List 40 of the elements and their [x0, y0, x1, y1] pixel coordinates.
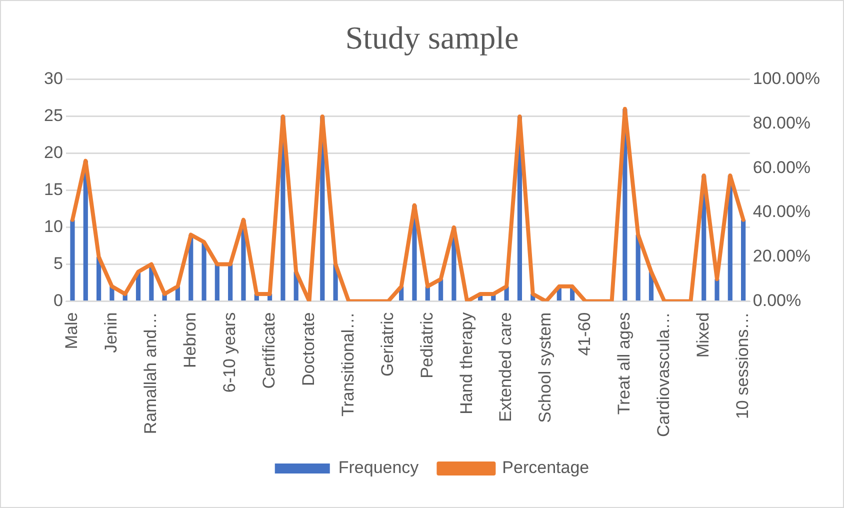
x-tick-label: 41-60: [575, 312, 594, 356]
bar: [741, 220, 746, 301]
y2-tick-label: 20.00%: [752, 246, 811, 266]
x-tick-label: Ramallah and…: [141, 312, 160, 434]
x-tick-label: 10 sessions…: [733, 312, 752, 420]
y2-tick-label: 60.00%: [752, 158, 811, 177]
y2-tick-label: 80.00%: [752, 113, 811, 132]
x-tick-label: Extended care: [496, 312, 516, 422]
y2-tick-label: 0.00%: [752, 290, 802, 310]
bar: [714, 279, 720, 301]
x-tick-label: Geriatric: [378, 312, 397, 377]
x-tick-label: Cardiovascula…: [654, 312, 674, 438]
y-tick-label: 25: [44, 106, 63, 126]
x-tick-label: Doctorate: [298, 312, 318, 386]
x-tick-label: Male: [62, 312, 82, 350]
x-tick-label: Hebron: [180, 312, 200, 368]
x-tick-label: Mixed: [694, 312, 713, 358]
x-tick-label: Certificate: [259, 312, 278, 389]
x-tick-label: Treat all ages: [614, 312, 634, 415]
y-tick-label: 5: [53, 254, 63, 273]
x-tick-label: Pediatric: [417, 312, 436, 378]
x-tick-label: Hand therapy: [456, 312, 476, 414]
chart-title: Study sample: [345, 20, 519, 56]
bar: [228, 264, 233, 301]
y-tick-label: 20: [44, 143, 63, 162]
y-tick-label: 10: [44, 217, 63, 236]
y-tick-label: 15: [44, 180, 63, 200]
x-tick-label: 6-10 years: [220, 312, 240, 393]
y-tick-label: 30: [44, 69, 63, 88]
x-tick-label: School system: [536, 312, 555, 423]
x-tick-label: Jenin: [102, 312, 121, 353]
bar: [70, 220, 75, 301]
bar: [202, 242, 206, 301]
bar: [214, 264, 220, 301]
legend-label: Percentage: [502, 458, 590, 478]
y2-tick-label: 40.00%: [752, 202, 811, 222]
legend-label: Frequency: [338, 458, 420, 478]
y-tick-label: 0: [53, 290, 63, 310]
x-tick-label: Transitional…: [338, 312, 358, 417]
y2-tick-label: 100.00%: [752, 69, 820, 88]
